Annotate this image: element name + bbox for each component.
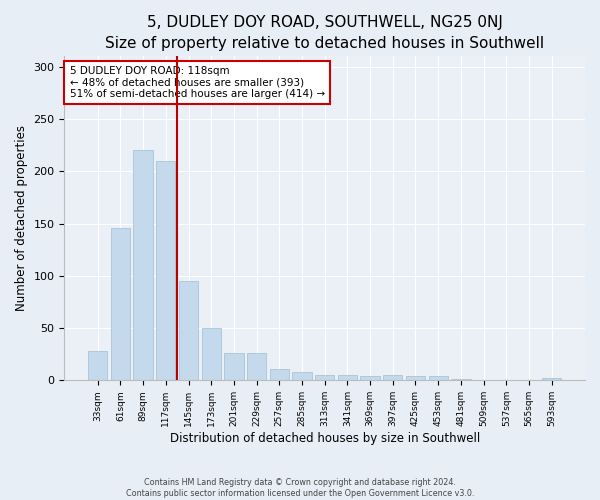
Bar <box>315 375 334 380</box>
Bar <box>133 150 153 380</box>
Bar <box>338 375 357 380</box>
Bar <box>542 378 562 380</box>
Bar <box>361 376 380 380</box>
Bar <box>224 353 244 380</box>
Bar <box>247 353 266 380</box>
Bar <box>292 372 311 380</box>
Y-axis label: Number of detached properties: Number of detached properties <box>15 126 28 312</box>
Title: 5, DUDLEY DOY ROAD, SOUTHWELL, NG25 0NJ
Size of property relative to detached ho: 5, DUDLEY DOY ROAD, SOUTHWELL, NG25 0NJ … <box>105 15 544 51</box>
Text: 5 DUDLEY DOY ROAD: 118sqm
← 48% of detached houses are smaller (393)
51% of semi: 5 DUDLEY DOY ROAD: 118sqm ← 48% of detac… <box>70 66 325 100</box>
Bar <box>88 351 107 380</box>
Bar <box>156 161 175 380</box>
Bar <box>428 376 448 380</box>
Bar <box>383 375 403 380</box>
Bar <box>202 328 221 380</box>
Bar <box>269 369 289 380</box>
Bar <box>111 228 130 380</box>
Bar <box>406 376 425 380</box>
Text: Contains HM Land Registry data © Crown copyright and database right 2024.
Contai: Contains HM Land Registry data © Crown c… <box>126 478 474 498</box>
X-axis label: Distribution of detached houses by size in Southwell: Distribution of detached houses by size … <box>170 432 480 445</box>
Bar <box>179 281 198 380</box>
